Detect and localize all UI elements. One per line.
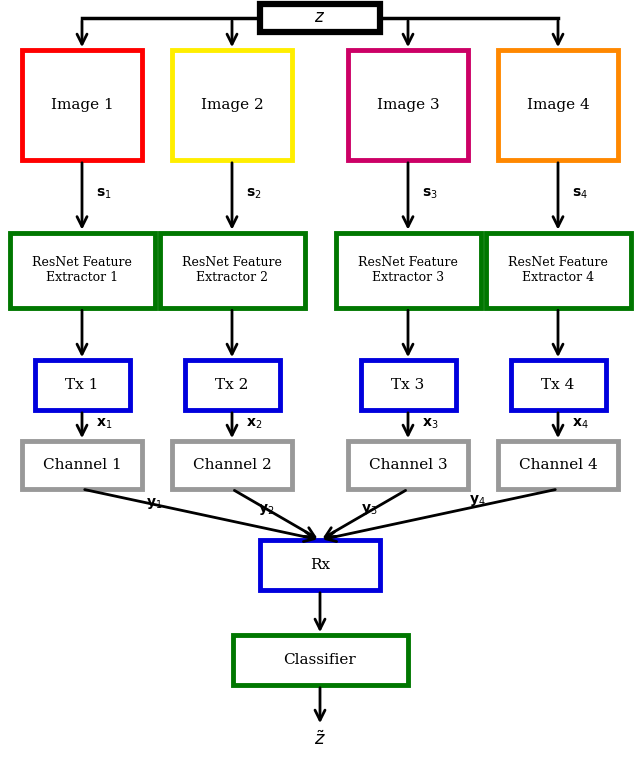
Bar [184,360,280,410]
Text: Image 1: Image 1 [51,98,113,112]
Text: $\mathbf{x}_{1}$: $\mathbf{x}_{1}$ [96,417,113,431]
Bar [511,360,605,410]
Text: $\mathbf{x}_{4}$: $\mathbf{x}_{4}$ [572,417,589,431]
Text: Image 4: Image 4 [527,98,589,112]
Text: $\mathbf{x}_{2}$: $\mathbf{x}_{2}$ [246,417,262,431]
Text: $\mathbf{s}_{2}$: $\mathbf{s}_{2}$ [246,187,262,202]
Text: Tx 4: Tx 4 [541,378,575,392]
Text: Channel 3: Channel 3 [369,458,447,472]
Text: ResNet Feature
Extractor 1: ResNet Feature Extractor 1 [32,256,132,284]
Bar [22,50,142,160]
Bar [172,441,292,489]
Text: $\mathbf{y}_{3}$: $\mathbf{y}_{3}$ [361,502,377,517]
Bar [360,360,456,410]
Text: $\mathbf{s}_{3}$: $\mathbf{s}_{3}$ [422,187,438,202]
Text: $\tilde{z}$: $\tilde{z}$ [314,730,326,749]
Text: Channel 1: Channel 1 [43,458,122,472]
Text: $\mathbf{y}_{4}$: $\mathbf{y}_{4}$ [469,493,486,508]
Text: ResNet Feature
Extractor 2: ResNet Feature Extractor 2 [182,256,282,284]
Bar [498,441,618,489]
Text: $z$: $z$ [314,9,326,26]
Text: Channel 2: Channel 2 [193,458,271,472]
Bar [232,635,408,685]
Text: $\mathbf{s}_{1}$: $\mathbf{s}_{1}$ [96,187,111,202]
Bar [498,50,618,160]
Bar [348,50,468,160]
Text: $\mathbf{x}_{3}$: $\mathbf{x}_{3}$ [422,417,438,431]
Bar [335,233,481,308]
Text: $\mathbf{s}_{4}$: $\mathbf{s}_{4}$ [572,187,588,202]
Bar [172,50,292,160]
Text: Image 2: Image 2 [200,98,264,112]
Text: Channel 4: Channel 4 [518,458,597,472]
Text: ResNet Feature
Extractor 3: ResNet Feature Extractor 3 [358,256,458,284]
Bar [486,233,630,308]
Text: ResNet Feature
Extractor 4: ResNet Feature Extractor 4 [508,256,608,284]
Text: Rx: Rx [310,558,330,572]
Text: Tx 2: Tx 2 [215,378,249,392]
Text: $\mathbf{y}_{2}$: $\mathbf{y}_{2}$ [258,502,274,517]
Bar [159,233,305,308]
Text: Classifier: Classifier [284,653,356,667]
Bar [35,360,129,410]
Bar [348,441,468,489]
Bar [22,441,142,489]
Bar [260,540,380,590]
Text: Tx 3: Tx 3 [392,378,424,392]
Text: $\mathbf{y}_{1}$: $\mathbf{y}_{1}$ [146,496,163,511]
Text: Image 3: Image 3 [377,98,439,112]
Text: Tx 1: Tx 1 [65,378,99,392]
Bar [10,233,154,308]
Bar [260,4,380,32]
